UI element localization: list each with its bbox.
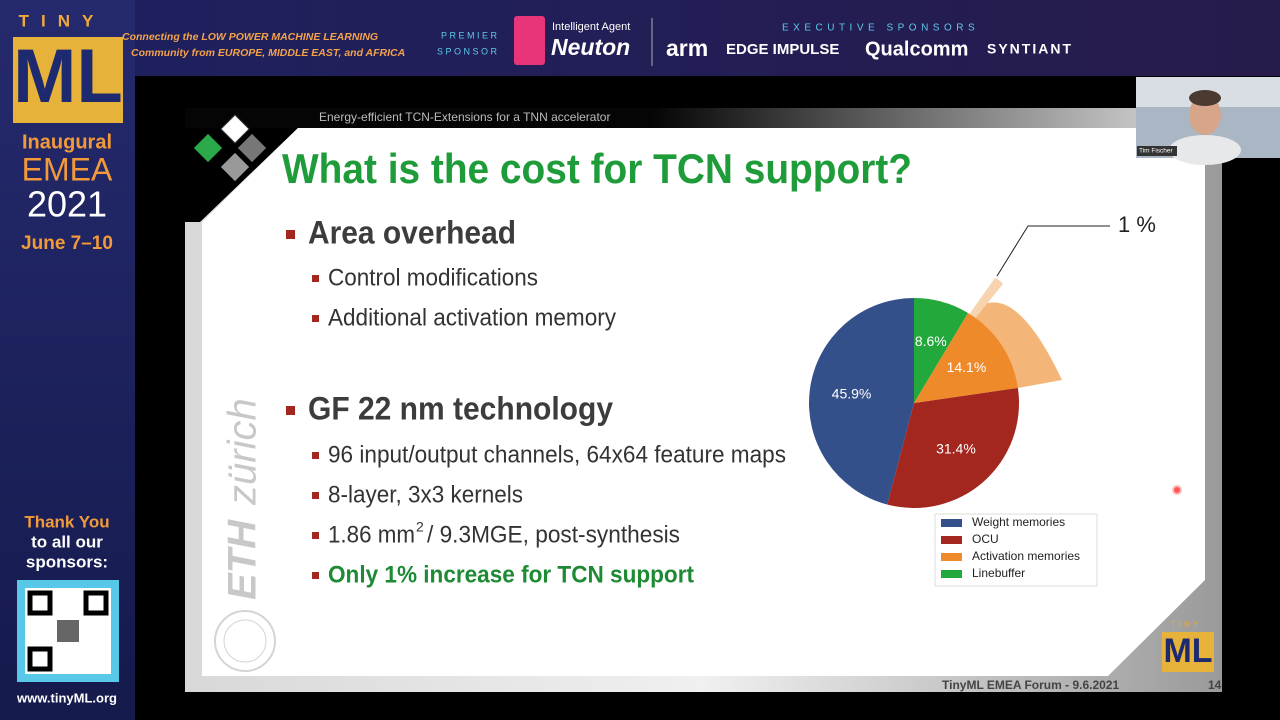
legend-swatch (941, 553, 962, 561)
qr-corner (27, 590, 53, 616)
sidebar-thanks: sponsors: (26, 552, 108, 571)
sidebar-thanks: Thank You (24, 512, 109, 531)
premier-name: Neuton (551, 34, 630, 60)
legend-label: Activation memories (972, 549, 1080, 563)
small-logo-top: TINY (1171, 620, 1201, 629)
small-logo-block (1162, 632, 1214, 672)
pie-chart: 45.9% 31.4% 14.1%8.6% (809, 298, 1019, 508)
seal (223, 619, 267, 663)
webcam-person (1189, 95, 1221, 135)
legend-label: Linebuffer (972, 566, 1025, 580)
banner (0, 0, 1280, 76)
zoom-wedge (968, 302, 1062, 388)
zoom-sliver (968, 278, 1003, 321)
slice-label: 8.6% (915, 333, 947, 349)
qr-corner (27, 646, 53, 672)
annotation-line (996, 225, 1110, 277)
premier-label: SPONSOR (437, 46, 500, 56)
pie-slice (914, 312, 1018, 403)
webcam-name: Tim Fischer (1139, 148, 1174, 155)
sub-bullet-text: 8-layer, 3x3 kernels (328, 481, 523, 508)
bullet (286, 230, 295, 239)
premier-tagline: Intelligent Agent (552, 21, 630, 33)
slice-label: 45.9% (832, 386, 872, 402)
tagline: Connecting the LOW POWER MACHINE LEARNIN… (122, 31, 378, 43)
pie-slice (914, 298, 969, 403)
logo-block (13, 37, 123, 123)
sponsor: arm (666, 35, 708, 61)
sub-bullet-text: 1.86 mm (328, 521, 415, 548)
legend-entries: Weight memories OCU Activation memories Lin… (941, 515, 1080, 580)
logo-top: TINY (19, 11, 106, 30)
sub-bullet (312, 315, 319, 322)
small-logo: ML (1163, 632, 1212, 670)
sidebar-thanks: to all our (31, 532, 103, 551)
sub-bullet (312, 572, 319, 579)
legend-label: Weight memories (972, 515, 1065, 529)
qr-corner (83, 590, 109, 616)
qr-pattern (57, 620, 79, 642)
neuton-logo (514, 16, 545, 65)
sponsor: SYNTIANT (987, 41, 1073, 57)
slide-footer: TinyML EMEA Forum - 9.6.2021 (942, 678, 1119, 692)
pie-slice (887, 387, 1019, 508)
slide-title: What is the cost for TCN support? (282, 145, 912, 192)
bullet-text: GF 22 nm technology (308, 390, 613, 426)
logo-main: ML (13, 34, 123, 119)
legend-label: OCU (972, 532, 999, 546)
sidebar-line: 2021 (27, 184, 107, 225)
webcam-person (1169, 135, 1241, 165)
tagline: Community from EUROPE, MIDDLE EAST, and … (131, 47, 405, 59)
bullet (286, 406, 295, 415)
watermark-text: zürich (221, 398, 265, 506)
sub-bullet-text: Additional activation memory (328, 304, 616, 331)
sub-bullet-text: / 9.3MGE, post-synthesis (427, 521, 680, 548)
webcam-person (1189, 90, 1221, 106)
premier-label: PREMIER (441, 30, 500, 40)
pie-slice (809, 298, 914, 505)
superscript: 2 (416, 519, 424, 535)
sub-bullet (312, 452, 319, 459)
sponsor: EDGE IMPULSE (726, 41, 839, 58)
sidebar-line: EMEA (22, 151, 113, 187)
slice-label: 31.4% (936, 441, 976, 457)
sidebar-url: www.tinyML.org (16, 690, 117, 705)
seal (214, 610, 276, 672)
legend-swatch (941, 519, 962, 527)
sidebar-dates: June 7–10 (21, 233, 113, 254)
sub-bullet-text: Control modifications (328, 264, 538, 291)
sub-bullet (312, 492, 319, 499)
watermark-text: ETH (221, 519, 265, 600)
webcam-label-bg (1137, 146, 1177, 156)
laser-pointer (1172, 485, 1182, 495)
slide-header: Energy-efficient TCN-Extensions for a TN… (319, 110, 610, 124)
sub-bullet-text: 96 input/output channels, 64x64 feature … (328, 441, 786, 468)
executive-label: EXECUTIVE SPONSORS (782, 23, 979, 34)
watermark: ETH zürich (221, 398, 265, 600)
slide-strip (185, 108, 1222, 128)
bullet-text: Area overhead (308, 214, 516, 250)
sub-bullet (312, 532, 319, 539)
legend-swatch (941, 570, 962, 578)
sponsor: Qualcomm (865, 38, 968, 60)
annotation: 1 % (1118, 212, 1156, 237)
highlight-text: Only 1% increase for TCN support (328, 561, 694, 588)
sidebar-line: Inaugural (22, 131, 112, 153)
page-number: 14 (1208, 678, 1222, 692)
legend-swatch (941, 536, 962, 544)
slice-label: 14.1% (947, 359, 987, 375)
sub-bullet (312, 275, 319, 282)
